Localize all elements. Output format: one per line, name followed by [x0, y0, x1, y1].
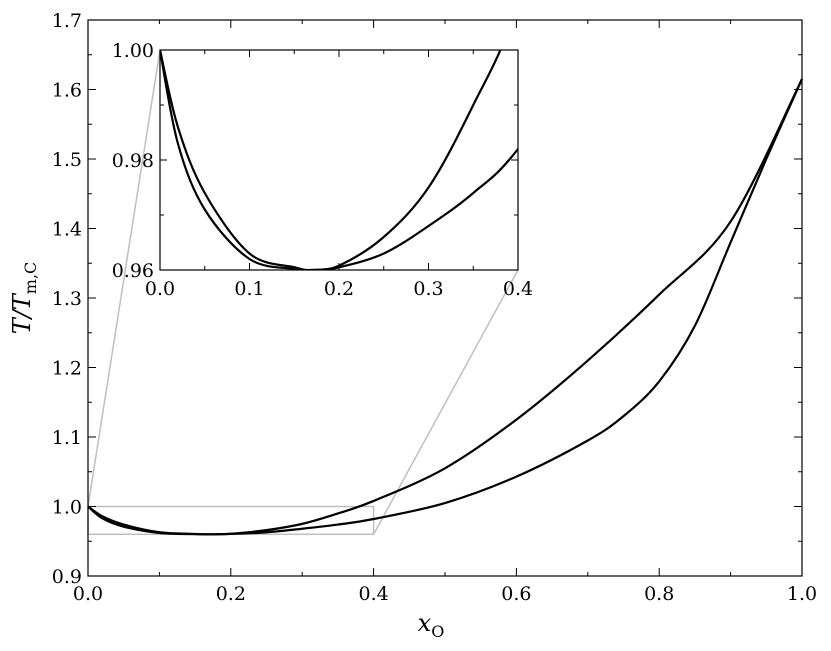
inset-plot: 0.0 0.1 0.2 0.3 0.4 0.96 0.98 1.00 [112, 40, 533, 300]
y-axis-label-main: T/T [8, 292, 36, 334]
zoom-connector-left [87, 49, 161, 507]
x-tick-label: 0.4 [358, 583, 388, 605]
y-axis-label: T/Tm,C [8, 262, 40, 335]
zoom-connector-right [372, 269, 519, 535]
series-line-2 [87, 78, 804, 536]
inset-y-tick-label: 0.96 [112, 260, 154, 282]
x-axis-label-main: x [418, 609, 432, 637]
x-tick-label: 0.6 [501, 583, 531, 605]
inset-x-tick-label: 0.0 [145, 278, 175, 300]
inset-x-tick-label: 0.2 [324, 278, 354, 300]
y-tick-label: 1.7 [52, 10, 82, 32]
y-axis-label-sub: m,C [21, 262, 40, 295]
y-tick-label: 1.6 [52, 80, 82, 102]
main-plot: 0.0 0.2 0.4 0.6 0.8 1.0 0.9 1.0 1.1 1.2 1.3 1.4 1.5 1… [52, 10, 817, 605]
x-tick-label: 0.2 [216, 583, 246, 605]
y-tick-label: 1.4 [52, 219, 82, 241]
y-tick-label: 1.2 [52, 358, 82, 380]
y-tick-label: 1.3 [52, 288, 82, 310]
y-tick-label: 1.1 [52, 427, 82, 449]
x-tick-label: 0.0 [73, 583, 103, 605]
inset-x-tick-label: 0.3 [413, 278, 443, 300]
inset-y-tick-label: 0.98 [112, 150, 154, 172]
x-tick-label: 1.0 [787, 583, 817, 605]
x-axis-label-sub: O [431, 622, 444, 641]
inset-x-tick-label: 0.4 [503, 278, 533, 300]
x-tick-label: 0.8 [644, 583, 674, 605]
x-axis-label: xO [418, 609, 445, 641]
y-tick-label: 1.0 [52, 497, 82, 519]
inset-background [160, 50, 518, 270]
y-tick-label: 0.9 [52, 566, 82, 588]
y-tick-label: 1.5 [52, 149, 82, 171]
zoom-region-box [87, 505, 375, 536]
inset-x-tick-label: 0.1 [234, 278, 264, 300]
inset-y-tick-label: 1.00 [112, 40, 154, 62]
